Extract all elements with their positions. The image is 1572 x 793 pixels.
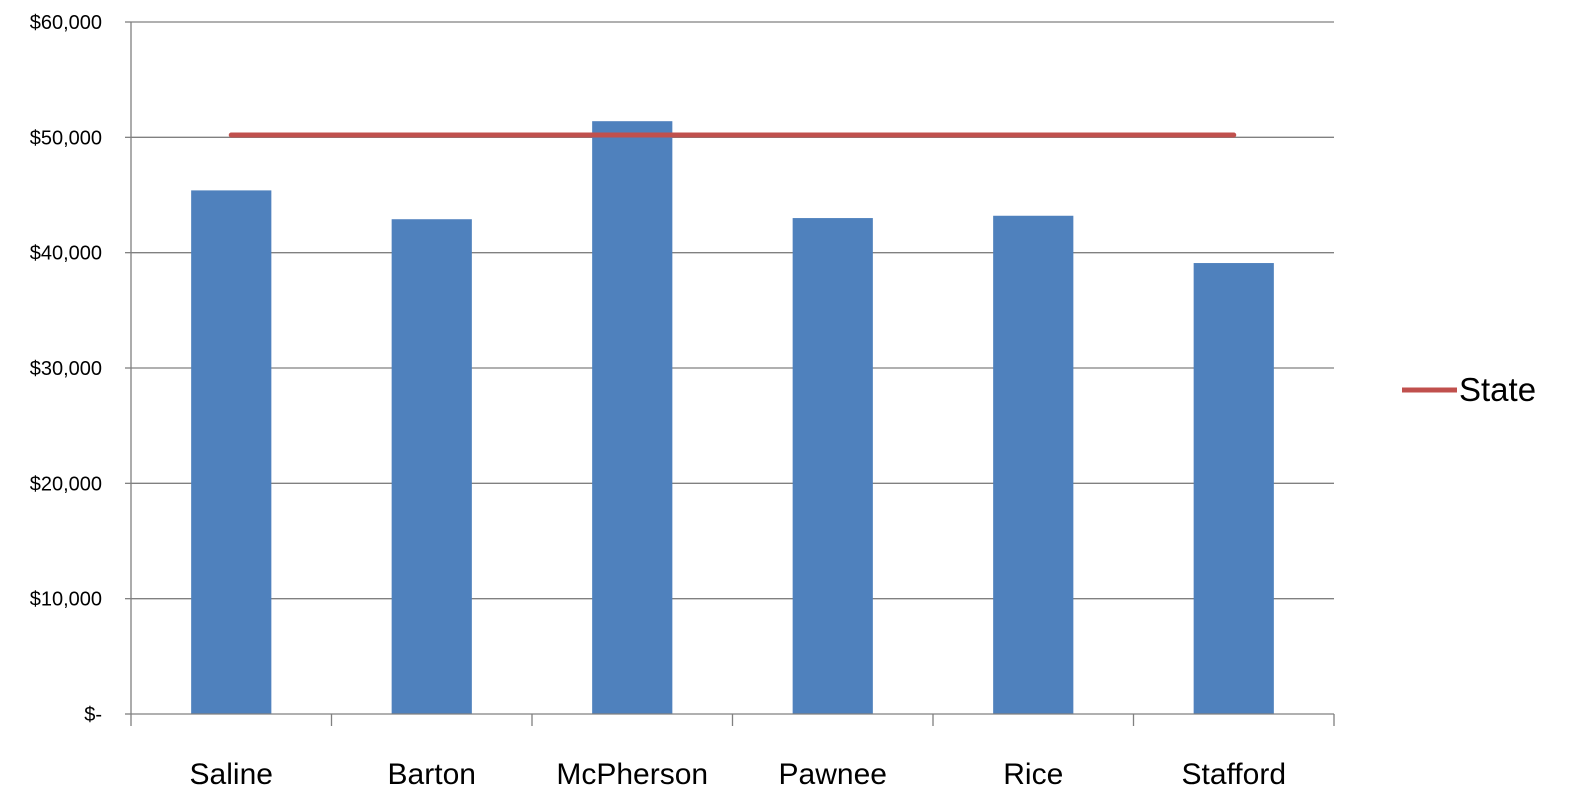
gridlines [131,21,1334,600]
y-tick-label: $60,000 [30,12,102,34]
x-tick-labels: Saline Barton McPherson Pawnee Rice Stafford [190,758,1286,791]
bar-stafford [1193,263,1274,714]
y-tick-label: $20,000 [30,473,102,495]
bar-barton [391,219,472,714]
x-tick-label: Barton [388,758,476,791]
bar-saline [191,190,272,715]
legend-label-state: State [1459,371,1536,408]
x-tick-label: Rice [1003,758,1063,791]
bar-mcpherson [592,121,673,715]
y-tick-label: $50,000 [30,127,102,149]
x-tick-label: Pawnee [779,758,887,791]
bar-rice [993,215,1074,714]
y-tick-label: $- [84,704,102,726]
x-tick-label: Stafford [1181,758,1286,791]
legend: State [1402,371,1536,408]
y-tick-label: $10,000 [30,589,102,611]
bar-pawnee [792,218,873,715]
x-tick-label: McPherson [556,758,708,791]
y-tick-label: $30,000 [30,358,102,380]
y-tick-labels: $- $10,000 $20,000 $30,000 $40,000 $50,000 $60… [30,12,102,726]
x-tick-label: Saline [190,758,273,791]
bars [191,121,1274,715]
axes [125,21,1335,726]
y-tick-label: $40,000 [30,243,102,265]
